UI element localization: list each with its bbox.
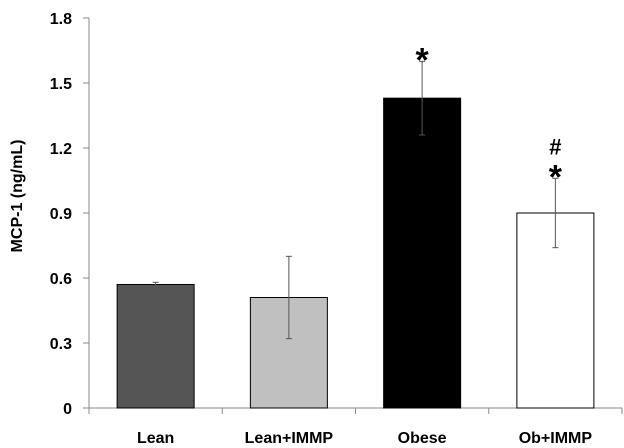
x-axis: Lean Lean+IMMP Obese Ob+IMMP [88, 407, 623, 447]
error-bar [552, 177, 559, 249]
bars [116, 60, 595, 409]
error-bar [419, 60, 426, 136]
y-tick-label: 0.3 [50, 336, 72, 353]
x-category-label: Ob+IMMP [519, 430, 593, 447]
y-tick-label: 0.9 [50, 206, 72, 223]
x-category-label: Lean+IMMP [245, 430, 334, 447]
bar-lean [116, 284, 195, 409]
error-bar [152, 281, 159, 288]
y-tick-label: 1.2 [50, 141, 72, 158]
y-tick-label: 1.8 [50, 11, 72, 28]
significance-hash: # [549, 134, 561, 159]
y-tick-label: 1.5 [50, 76, 72, 93]
y-axis-title: MCP-1 (ng/mL) [9, 140, 26, 253]
x-category-label: Obese [398, 430, 447, 447]
bar-obese [383, 97, 462, 409]
significance-annotations: **# [416, 41, 563, 196]
y-tick-label: 0.6 [50, 271, 72, 288]
error-bar [285, 255, 292, 340]
x-category-label: Lean [137, 430, 174, 447]
y-tick-label: 0 [63, 401, 72, 418]
y-axis: 0 0.3 0.6 0.9 1.2 1.5 1.8 [50, 11, 90, 418]
significance-asterisk: * [416, 41, 430, 79]
significance-asterisk: * [549, 158, 563, 196]
